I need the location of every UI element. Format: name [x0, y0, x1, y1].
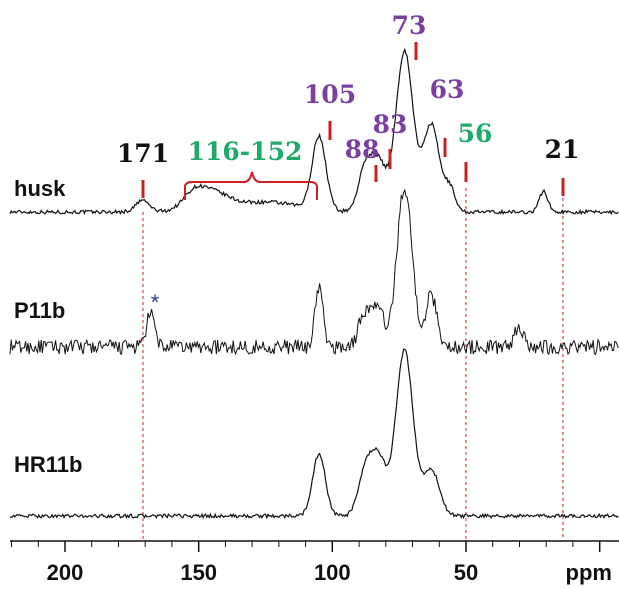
x-axis-tick-labels: 200 150 100 50	[47, 560, 479, 585]
husk-spectrum-line	[9, 47, 619, 216]
x-tick-label-150: 150	[180, 560, 217, 585]
peak-label-171: 171	[117, 139, 169, 168]
peak-label-73: 73	[392, 11, 427, 40]
peak-label-56: 56	[458, 119, 493, 148]
range-bracket-116-152	[184, 171, 318, 200]
peak-label-116-152: 116-152	[188, 137, 303, 166]
peak-label-88: 88	[345, 135, 380, 164]
peak-labels: 171 116-152 105 88 83 73 63 56 21 *	[117, 11, 579, 315]
x-tick-label-50: 50	[454, 560, 478, 585]
peak-label-105: 105	[304, 80, 356, 109]
trace-label-hr11b: HR11b	[14, 452, 82, 477]
peak-label-63: 63	[430, 75, 465, 104]
asterisk-marker: *	[151, 290, 160, 315]
reference-lines	[142, 188, 564, 540]
x-axis-ticks	[11, 541, 601, 552]
peak-markers	[141, 42, 565, 198]
x-axis: 200 150 100 50 ppm	[10, 540, 619, 585]
p11b-spectrum-line	[9, 188, 619, 356]
trace-label-husk: husk	[14, 176, 66, 201]
x-tick-label-100: 100	[314, 560, 351, 585]
peak-label-21: 21	[545, 135, 580, 164]
x-axis-label: ppm	[566, 560, 612, 585]
trace-labels: husk P11b HR11b	[14, 176, 82, 477]
spectra	[9, 47, 619, 520]
trace-label-p11b: P11b	[14, 298, 65, 323]
x-tick-label-200: 200	[47, 560, 84, 585]
peak-label-83: 83	[373, 110, 408, 139]
hr11b-spectrum-line	[9, 348, 619, 520]
